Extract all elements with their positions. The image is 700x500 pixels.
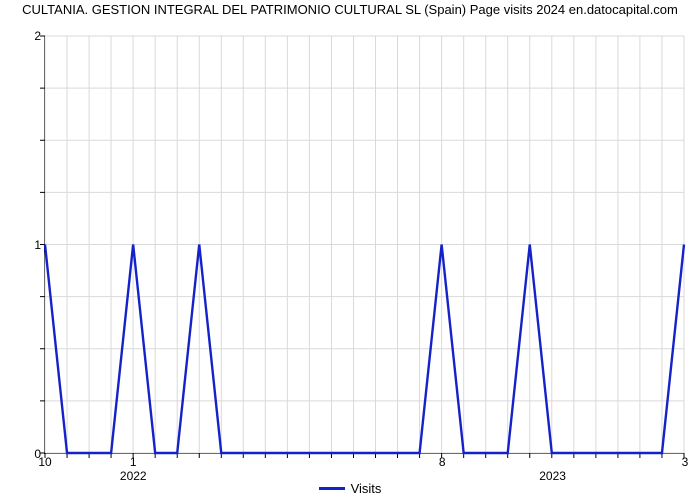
- y-tick-label: 0: [1, 447, 41, 461]
- x-minor-label: 10: [38, 455, 51, 469]
- y-tick-label: 1: [1, 238, 41, 252]
- x-minor-label: 1: [130, 455, 137, 469]
- legend-label: Visits: [351, 481, 382, 496]
- legend-swatch: [319, 487, 345, 490]
- x-minor-label: 8: [439, 455, 446, 469]
- chart-title: CULTANIA. GESTION INTEGRAL DEL PATRIMONI…: [0, 0, 700, 18]
- plot-svg: [45, 36, 684, 453]
- plot-area: 012 10183 20222023: [44, 36, 684, 454]
- y-tick-label: 2: [1, 29, 41, 43]
- grid-horizontal: [45, 36, 684, 453]
- legend: Visits: [0, 480, 700, 496]
- chart-container: { "title": "CULTANIA. GESTION INTEGRAL D…: [0, 0, 700, 500]
- x-minor-label: 3: [682, 455, 689, 469]
